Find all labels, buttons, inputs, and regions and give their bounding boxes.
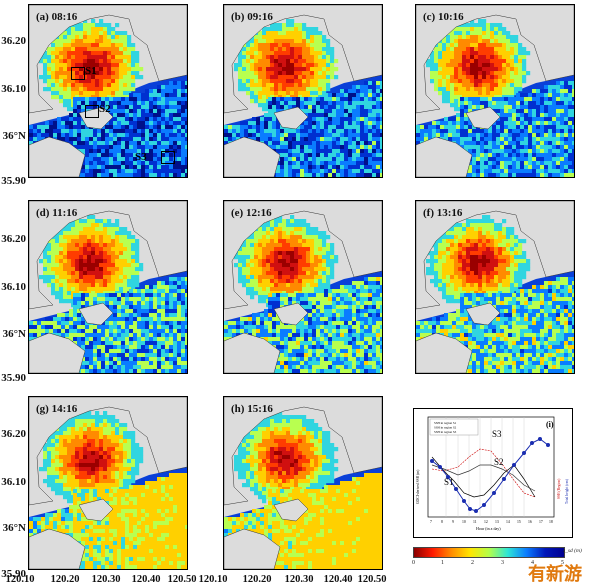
x-tick-5: 120.50 <box>167 574 197 585</box>
y-tick-row2-d: 35.90 <box>1 372 26 384</box>
legend-s2: SSH in region S2 <box>434 426 457 430</box>
y-tick-row1-b: 36.10 <box>1 83 26 95</box>
cbar-tick-2: 2 <box>471 560 474 566</box>
map-panel-6: (f) 13:16 <box>415 200 575 374</box>
region-label-s2: S2 <box>99 103 111 115</box>
map-panel-5: (e) 12:16 <box>223 200 383 374</box>
timeseries-plot: SSH in region S1 SSH in region S2 SSH in… <box>416 416 569 531</box>
panel-i-ylabel-right: Total height (cm) <box>565 478 569 504</box>
y-tick-row1-a: 36.20 <box>1 35 26 47</box>
region-box-s1 <box>71 67 85 80</box>
y-tick-row1-d: 35.90 <box>1 175 26 187</box>
map-panel-4: (d) 11:16 <box>28 200 188 374</box>
x-tick-2: 120.20 <box>50 574 80 585</box>
panel-i-label: (i) <box>546 420 554 429</box>
legend-s1: SSH in region S1 <box>434 421 457 425</box>
region-label-s3: S3 <box>135 151 147 163</box>
total-height-line <box>431 438 549 512</box>
x-tick-1: 120.10 <box>5 574 35 585</box>
colorbar-unit: z_sd (m) <box>563 548 582 554</box>
region-box-s2 <box>85 105 99 118</box>
panel-i-ylabel-right2: SSH (Region) <box>557 478 561 499</box>
panel-label: (f) 13:16 <box>423 207 463 219</box>
series-s1-line <box>431 456 536 498</box>
panel-label: (h) 15:16 <box>231 403 273 415</box>
series-label-s1: S1 <box>444 477 454 487</box>
x-tick-9: 120.40 <box>323 574 353 585</box>
series-label-s2: S2 <box>494 457 504 467</box>
y-tick-row3-a: 36.20 <box>1 428 26 440</box>
map-panel-2: (b) 09:16 <box>223 4 383 178</box>
x-tick-6: 120.10 <box>198 574 228 585</box>
panel-i-timeseries: SSH in region S1 SSH in region S2 SSH in… <box>413 408 573 538</box>
map-panel-7: (g) 14:16 <box>28 396 188 570</box>
cbar-tick-0: 0 <box>412 560 415 566</box>
y-tick-row1-c: 36°N <box>2 130 26 142</box>
region-label-s1: S1 <box>85 65 97 77</box>
map-image <box>224 397 382 569</box>
panel-label: (b) 09:16 <box>231 11 273 23</box>
colorbar <box>413 547 565 558</box>
map-image <box>416 5 574 177</box>
panel-label: (d) 11:16 <box>36 207 78 219</box>
x-tick-3: 120.30 <box>91 574 121 585</box>
cbar-tick-1: 1 <box>441 560 444 566</box>
x-tick-8: 120.30 <box>284 574 314 585</box>
y-tick-row2-a: 36.20 <box>1 233 26 245</box>
x-tick-4: 120.40 <box>131 574 161 585</box>
y-tick-row2-c: 36°N <box>2 328 26 340</box>
y-tick-row2-b: 36.10 <box>1 281 26 293</box>
panel-label: (c) 10:16 <box>423 11 464 23</box>
panel-label: (a) 08:16 <box>36 11 78 23</box>
map-image <box>29 201 187 373</box>
series-s2-line <box>431 464 536 492</box>
map-image <box>29 397 187 569</box>
y-tick-row3-d: 35.90 <box>1 568 26 580</box>
x-tick-10: 120.50 <box>357 574 387 585</box>
map-image <box>416 201 574 373</box>
cbar-tick-5: 5 <box>561 560 564 566</box>
y-tick-row3-b: 36.10 <box>1 476 26 488</box>
x-tick-7: 120.20 <box>242 574 272 585</box>
map-panel-3: (c) 10:16 <box>415 4 575 178</box>
map-image <box>224 5 382 177</box>
panel-i-ylabel-left: GOCI-derived SSH (m) <box>416 469 420 504</box>
series-s3-line <box>431 448 536 498</box>
panel-i-xlabel: Hour (in a day) <box>476 526 501 531</box>
map-image <box>224 201 382 373</box>
series-label-s3: S3 <box>492 429 502 439</box>
panel-label: (e) 12:16 <box>231 207 272 219</box>
y-tick-row3-c: 36°N <box>2 522 26 534</box>
map-panel-8: (h) 15:16 <box>223 396 383 570</box>
region-box-s3 <box>161 151 175 164</box>
legend-s3: SSH in region S3 <box>434 430 457 434</box>
map-panel-1: (a) 08:16 S1 S2 S3 <box>28 4 188 178</box>
cbar-tick-3: 3 <box>501 560 504 566</box>
watermark-logo: 有新游 <box>528 564 582 585</box>
map-image <box>29 5 187 177</box>
panel-label: (g) 14:16 <box>36 403 78 415</box>
cbar-tick-4: 4 <box>531 560 534 566</box>
